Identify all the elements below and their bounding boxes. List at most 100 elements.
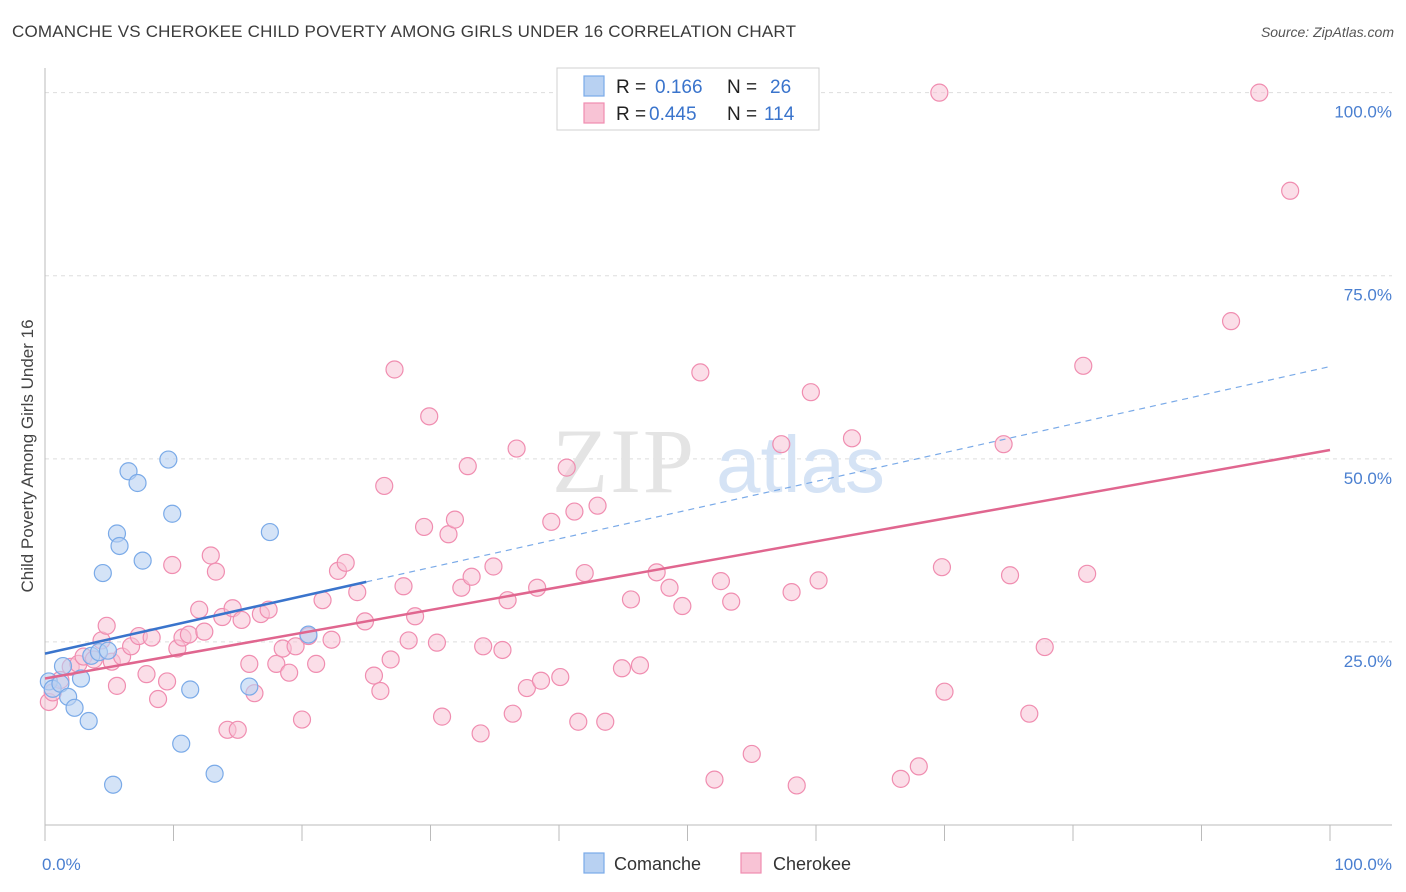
- cherokee-point: [565, 502, 584, 521]
- cherokee-point: [782, 583, 801, 602]
- cherokee-point: [557, 458, 576, 477]
- cherokee-point: [107, 676, 127, 695]
- comanche-point: [240, 677, 259, 696]
- y-tick-label: 100.0%: [1334, 103, 1392, 122]
- cherokee-r-label: R =: [616, 104, 646, 125]
- cherokee-point: [427, 633, 447, 652]
- cherokee-point: [1020, 704, 1039, 723]
- cherokee-point: [267, 654, 286, 673]
- cherokee-n-label: N =: [727, 104, 757, 125]
- cherokee-point: [891, 769, 910, 788]
- cherokee-point: [503, 704, 522, 723]
- watermark-atlas: atlas: [716, 420, 885, 509]
- comanche-point: [79, 711, 98, 731]
- cherokee-point: [493, 640, 512, 660]
- comanche-point: [104, 775, 123, 794]
- comanche-point: [128, 473, 147, 493]
- comanche-point: [181, 680, 200, 699]
- x-tick-label: 100.0%: [1334, 855, 1392, 874]
- cherokee-point: [1074, 356, 1093, 375]
- cherokee-point: [385, 360, 404, 379]
- cherokee-point: [381, 650, 400, 669]
- cherokee-point: [484, 557, 503, 576]
- comanche-trend-line: [44, 580, 367, 655]
- cherokee-point: [375, 476, 394, 496]
- cherokee-point: [445, 510, 465, 529]
- cherokee-point: [1078, 564, 1097, 583]
- cherokee-point: [842, 429, 862, 448]
- cherokee-point: [742, 744, 761, 764]
- source-credit: Source: ZipAtlas.com: [1260, 24, 1394, 40]
- cherokee-point: [673, 596, 692, 616]
- cherokee-point: [705, 770, 724, 789]
- cherokee-point: [292, 710, 312, 729]
- cherokee-point: [414, 517, 434, 537]
- x-tick-labels: 0.0% 100.0%: [42, 855, 1392, 874]
- legend-comanche-swatch[interactable]: [583, 852, 605, 874]
- cherokee-point: [148, 689, 168, 709]
- cherokee-point: [569, 712, 588, 731]
- cherokee-point: [462, 567, 481, 586]
- cherokee-point: [179, 625, 199, 644]
- cherokee-point: [772, 435, 791, 454]
- cherokee-point: [711, 572, 731, 591]
- cherokee-point: [630, 656, 650, 675]
- legend-comanche-label[interactable]: Comanche: [614, 854, 701, 874]
- cherokee-n-value: 114: [764, 104, 795, 125]
- series-legend: Comanche Cherokee: [583, 852, 851, 874]
- cherokee-point: [1221, 312, 1241, 331]
- chart-title: COMANCHE VS CHEROKEE CHILD POVERTY AMONG…: [12, 22, 797, 41]
- cherokee-point: [542, 512, 561, 531]
- cherokee-point: [551, 667, 570, 687]
- cherokee-point: [420, 407, 439, 426]
- comanche-points: [39, 450, 318, 794]
- cherokee-point: [909, 757, 928, 776]
- comanche-n-value: 26: [770, 77, 791, 98]
- trend-lines: [44, 365, 1331, 680]
- cherokee-point: [621, 590, 641, 609]
- cherokee-point: [647, 563, 666, 582]
- cherokee-point: [458, 457, 477, 476]
- cherokee-point: [809, 571, 828, 590]
- cherokee-point: [994, 435, 1013, 454]
- cherokee-point: [405, 607, 425, 626]
- cherokee-point: [364, 666, 384, 685]
- cherokee-point: [240, 654, 259, 673]
- legend-cherokee-swatch[interactable]: [740, 852, 762, 874]
- legend-cherokee-label[interactable]: Cherokee: [773, 854, 851, 874]
- comanche-point: [299, 625, 318, 644]
- comanche-point: [133, 551, 152, 570]
- cherokee-point: [531, 671, 551, 690]
- comanche-point: [65, 698, 84, 717]
- cherokee-point: [228, 720, 247, 739]
- comanche-point: [93, 563, 112, 583]
- cherokee-point: [787, 776, 806, 795]
- y-tick-label: 50.0%: [1344, 469, 1392, 488]
- cherokee-point: [399, 631, 418, 650]
- cherokee-point: [286, 637, 305, 656]
- cherokee-point: [137, 665, 156, 684]
- cherokee-point: [588, 496, 607, 515]
- cherokee-point: [1035, 637, 1054, 657]
- cherokee-point: [432, 707, 452, 726]
- cherokee-point: [517, 678, 536, 698]
- y-axis-label: Child Poverty Among Girls Under 16: [18, 319, 37, 592]
- cherokee-point: [930, 83, 949, 102]
- comanche-n-label: N =: [727, 77, 757, 98]
- cherokee-point: [691, 363, 710, 382]
- comanche-point: [159, 450, 178, 469]
- cherokee-point: [190, 600, 209, 619]
- cherokee-point: [280, 663, 299, 682]
- comanche-point: [98, 641, 118, 660]
- comanche-point: [260, 522, 279, 542]
- cherokee-point: [97, 616, 116, 635]
- cherokee-point: [507, 439, 526, 458]
- cherokee-point: [232, 610, 251, 630]
- comanche-point: [205, 764, 224, 783]
- cherokee-point: [195, 622, 214, 641]
- comanche-point: [172, 734, 191, 753]
- cherokee-point: [722, 592, 741, 611]
- x-tick-label: 0.0%: [42, 855, 81, 874]
- cherokee-point: [206, 562, 226, 581]
